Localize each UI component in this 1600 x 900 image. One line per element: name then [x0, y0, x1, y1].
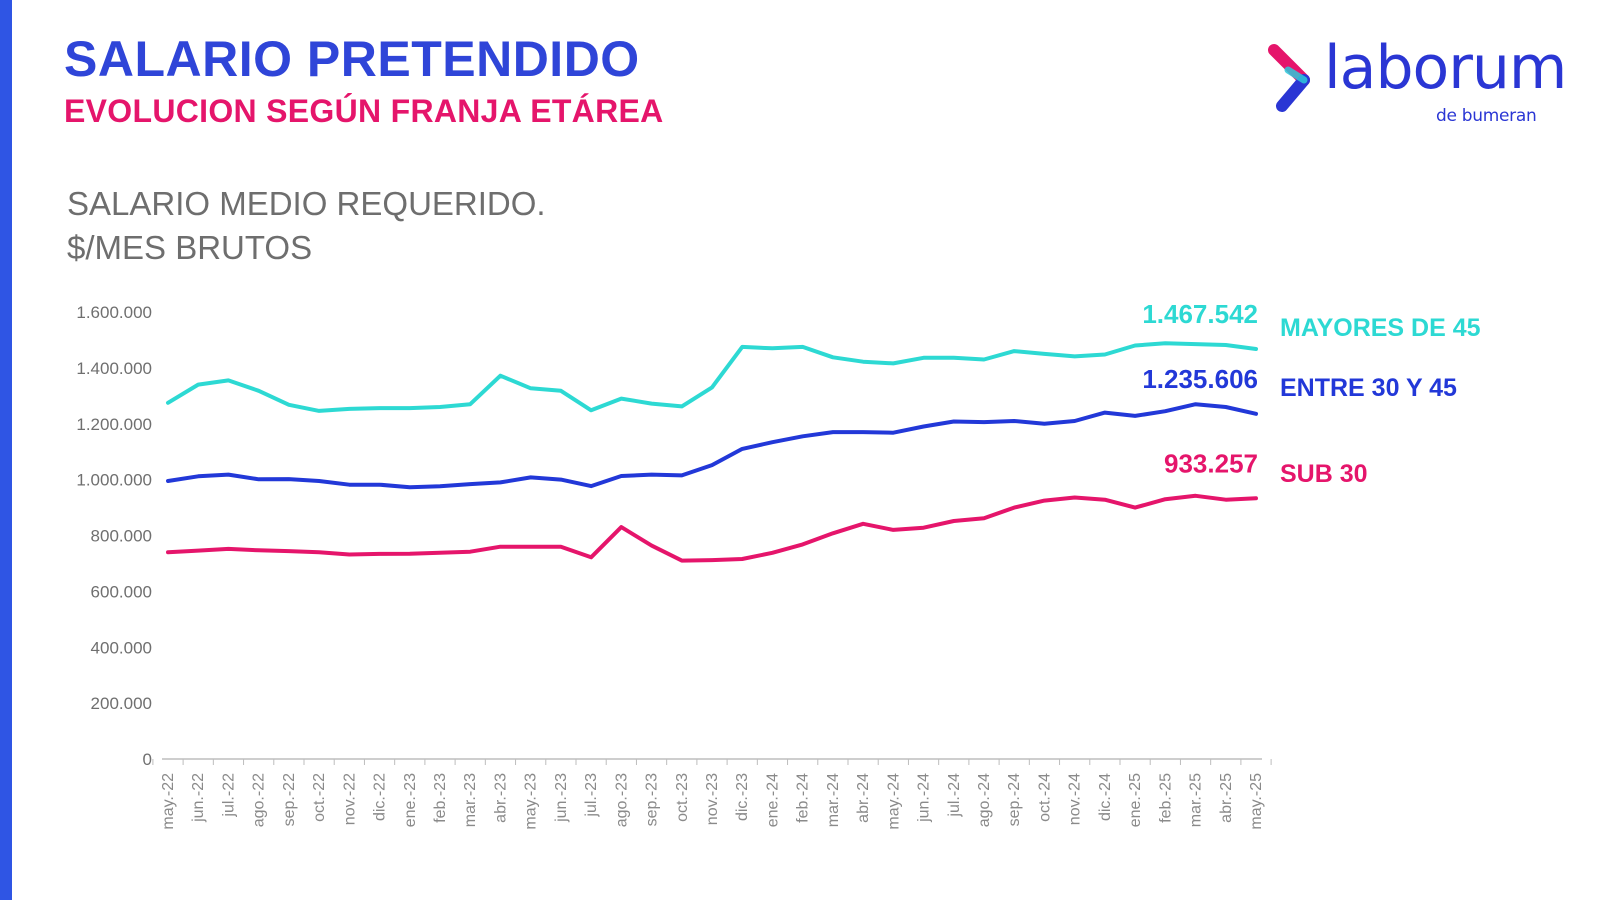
y-tick-label: 600.000 [91, 582, 152, 601]
y-tick-label: 800.000 [91, 527, 152, 546]
x-tick-label: may.-22 [160, 773, 177, 830]
logo-subtext: de bumeran [1436, 106, 1537, 126]
series-line-3 [166, 493, 1258, 563]
x-tick-label: may.-23 [523, 773, 540, 830]
chart-title: SALARIO MEDIO REQUERIDO. $/MES BRUTOS [67, 182, 546, 270]
label-layer: 1.467.542 MAYORES DE 45 1.235.606 ENTRE 30 … [1142, 299, 1480, 488]
x-tick-label: mar.-24 [825, 773, 842, 827]
x-tick-label: feb.-25 [1157, 773, 1174, 823]
y-tick-label: 1.000.000 [76, 471, 152, 490]
chart-title-line-2: $/MES BRUTOS [67, 229, 313, 266]
axis-layer: 0 200.000 400.000 600.000 800.000 1.000.000 1.… [76, 303, 1272, 830]
x-tick-label: abr.-25 [1218, 773, 1235, 823]
x-tick-label: sep.-22 [281, 773, 298, 826]
x-tick-label: abr.-24 [855, 773, 872, 823]
y-tick-label: 1.400.000 [76, 359, 152, 378]
x-tick-label: ago.-23 [613, 773, 630, 827]
x-tick-label: jul.-23 [583, 773, 600, 818]
x-tick-label: dic.-23 [734, 773, 751, 821]
series-layer [166, 341, 1258, 563]
y-tick-label: 1.200.000 [76, 415, 152, 434]
x-tick-label: oct.-24 [1036, 773, 1053, 822]
x-tick-label: abr.-23 [492, 773, 509, 823]
x-tick-label: jun.-24 [916, 773, 933, 823]
x-tick-label: mar.-25 [1188, 773, 1205, 827]
x-tick-label: sep.-23 [644, 773, 661, 826]
x-tick-label: nov.-23 [704, 773, 721, 825]
series-line-2 [166, 402, 1258, 490]
chart-title-line-1: SALARIO MEDIO REQUERIDO. [67, 185, 546, 222]
series-name-label: ENTRE 30 Y 45 [1280, 374, 1457, 402]
x-tick-label: mar.-23 [462, 773, 479, 827]
x-tick-label: jun.-23 [553, 773, 570, 823]
logo-wordmark: laborum [1324, 33, 1567, 103]
end-value-label: 933.257 [1164, 448, 1258, 478]
series-name-label: MAYORES DE 45 [1280, 314, 1481, 342]
page-title: SALARIO PRETENDIDO [64, 31, 640, 87]
x-tick-label: sep.-24 [1006, 773, 1023, 826]
y-tick-label: 0 [143, 750, 152, 769]
page-subtitle: EVOLUCION SEGÚN FRANJA ETÁREA [64, 93, 664, 129]
y-tick-label: 1.600.000 [76, 303, 152, 322]
x-tick-label: may.-24 [885, 773, 902, 830]
x-tick-label: ene.-23 [402, 773, 419, 827]
left-accent-bar [0, 0, 12, 900]
end-value-label: 1.467.542 [1142, 299, 1258, 329]
x-tick-label: may.-25 [1248, 773, 1265, 830]
y-tick-label: 200.000 [91, 694, 152, 713]
x-tick-label: nov.-22 [341, 773, 358, 825]
series-name-label: SUB 30 [1280, 460, 1368, 488]
x-tick-label: feb.-23 [432, 773, 449, 823]
x-tick-label: ago.-24 [976, 773, 993, 827]
x-tick-label: oct.-23 [674, 773, 691, 822]
series-line-1 [166, 341, 1258, 413]
x-tick-label: ene.-25 [1127, 773, 1144, 827]
x-tick-label: jun.-22 [190, 773, 207, 823]
x-tick-label: dic.-22 [372, 773, 389, 821]
chevron-logo-icon [1268, 44, 1310, 112]
x-tick-label: oct.-22 [311, 773, 328, 822]
x-tick-label: jul.-22 [220, 773, 237, 818]
x-tick-label: dic.-24 [1097, 773, 1114, 821]
end-value-label: 1.235.606 [1142, 364, 1258, 394]
x-tick-label: ago.-22 [251, 773, 268, 827]
x-tick-label: jul.-24 [946, 773, 963, 818]
y-tick-label: 400.000 [91, 638, 152, 657]
x-tick-label: feb.-24 [795, 773, 812, 823]
x-tick-label: nov.-24 [1067, 773, 1084, 825]
x-tick-label: ene.-24 [764, 773, 781, 827]
laborum-logo: laborum de bumeran [1268, 38, 1568, 134]
